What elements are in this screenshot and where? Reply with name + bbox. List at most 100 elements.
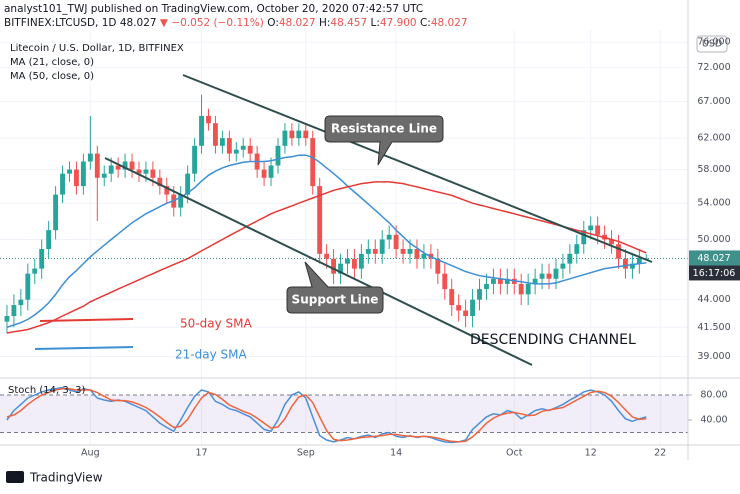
currency-box bbox=[696, 35, 728, 53]
candle-body bbox=[324, 253, 330, 259]
candle-body bbox=[532, 278, 538, 284]
candle-body bbox=[233, 149, 239, 154]
candle-body bbox=[553, 268, 559, 279]
symbol-line: BITFINEX:LTCUSD, 1D 48.027 ▼ −0.052 (−0.… bbox=[4, 17, 468, 29]
candle-body bbox=[18, 299, 24, 306]
candle-body bbox=[4, 316, 10, 322]
candle-body bbox=[122, 161, 128, 170]
y-tick-label: 76.000 bbox=[697, 37, 730, 48]
candle-body bbox=[39, 248, 45, 269]
candle-body bbox=[490, 278, 496, 284]
candle-body bbox=[372, 248, 378, 254]
ohlc-value: 48.027 bbox=[431, 17, 468, 29]
ohlc-label: C: bbox=[420, 17, 431, 29]
candle-body bbox=[192, 145, 198, 174]
candle-body bbox=[504, 278, 510, 284]
candle-body bbox=[518, 283, 524, 295]
candle-body bbox=[74, 169, 79, 187]
y-tick-label: 54.000 bbox=[697, 198, 730, 209]
candle-body bbox=[497, 278, 503, 284]
resistance-label: Resistance Line bbox=[331, 122, 437, 136]
publisher: analyst101_TWJ published on TradingView.… bbox=[4, 3, 423, 15]
candle-body bbox=[80, 161, 86, 187]
x-tick-label: 14 bbox=[390, 448, 402, 459]
candle-body bbox=[636, 257, 642, 264]
y-tick-label: 80.00 bbox=[700, 390, 727, 401]
candle-body bbox=[345, 258, 350, 264]
candle-body bbox=[358, 253, 364, 269]
legend-entry: MA (50, close, 0) bbox=[10, 71, 94, 82]
x-tick-label: 17 bbox=[195, 448, 207, 459]
candle-body bbox=[261, 169, 267, 178]
candle-body bbox=[351, 258, 357, 269]
candle-body bbox=[213, 123, 218, 146]
support-trendline bbox=[104, 157, 533, 366]
resistance-callout bbox=[324, 115, 444, 166]
candle-body bbox=[240, 145, 246, 150]
sma21-legend-line bbox=[34, 346, 134, 350]
candle-body bbox=[115, 165, 121, 170]
currency: USD bbox=[702, 39, 722, 50]
stoch-title: Stoch (14, 3, 3) bbox=[8, 385, 85, 396]
candle-body bbox=[595, 225, 601, 235]
candle-body bbox=[268, 165, 274, 178]
ohlc-value: 48.457 bbox=[330, 17, 367, 29]
candle-body bbox=[46, 230, 52, 249]
candle-body bbox=[108, 165, 114, 174]
plot bbox=[0, 94, 688, 444]
candle-body bbox=[317, 186, 323, 254]
candle-body bbox=[32, 268, 38, 274]
candle-body bbox=[456, 305, 462, 311]
candle-body bbox=[616, 244, 621, 259]
candle-body bbox=[11, 305, 17, 317]
candle-body bbox=[463, 310, 469, 317]
ohlc-label: O: bbox=[267, 17, 279, 29]
candle-body bbox=[178, 194, 184, 208]
candle-body bbox=[206, 115, 211, 124]
candle-body bbox=[539, 273, 545, 279]
y-tick-label: 67.000 bbox=[697, 96, 730, 107]
candle-body bbox=[150, 169, 156, 178]
candle-body bbox=[421, 253, 427, 259]
legend-entry: MA (21, close, 0) bbox=[10, 57, 94, 68]
candle-body bbox=[407, 248, 413, 254]
brand-icon bbox=[6, 471, 24, 483]
candle-body bbox=[525, 283, 531, 295]
candle-body bbox=[60, 173, 65, 195]
candle-body bbox=[275, 145, 281, 166]
ohlc-label: L: bbox=[370, 17, 379, 29]
candle-body bbox=[164, 186, 170, 195]
symbol: BITFINEX:LTCUSD, 1D bbox=[4, 17, 116, 29]
y-tick-label: 39.000 bbox=[697, 351, 730, 362]
candle-body bbox=[400, 248, 406, 254]
x-tick-label: Sep bbox=[297, 448, 315, 459]
candle-body bbox=[567, 253, 573, 264]
candle-body bbox=[94, 153, 100, 178]
line-series bbox=[6, 388, 647, 443]
support-callout bbox=[286, 261, 384, 314]
ohlc-label: H: bbox=[319, 17, 330, 29]
stoch-band bbox=[0, 395, 688, 433]
candle-body bbox=[143, 169, 149, 174]
candle-body bbox=[574, 244, 580, 254]
x-tick-label: 22 bbox=[654, 448, 666, 459]
candle-body bbox=[477, 289, 482, 300]
candle-body bbox=[365, 248, 371, 254]
candle-body bbox=[219, 138, 225, 146]
candle-body bbox=[379, 239, 385, 254]
main-title: Litecoin / U.S. Dollar, 1D, BITFINEX bbox=[10, 43, 184, 54]
y-tick-label: 62.000 bbox=[697, 133, 730, 144]
candle-body bbox=[338, 263, 343, 274]
y-tick-label: 44.000 bbox=[697, 294, 730, 305]
brand: TradingView bbox=[29, 471, 103, 485]
candle-body bbox=[629, 263, 635, 269]
candle-body bbox=[247, 145, 253, 154]
countdown-box bbox=[689, 265, 740, 281]
candle-body bbox=[303, 130, 309, 139]
candle-body bbox=[25, 273, 31, 300]
last-price: 48.027 bbox=[120, 17, 157, 29]
sma50-label: 50-day SMA bbox=[180, 317, 252, 331]
candle-body bbox=[282, 130, 288, 146]
axes: 39.000 41.500 44.000 50.000 54.000 58.000 62.0… bbox=[81, 37, 740, 459]
